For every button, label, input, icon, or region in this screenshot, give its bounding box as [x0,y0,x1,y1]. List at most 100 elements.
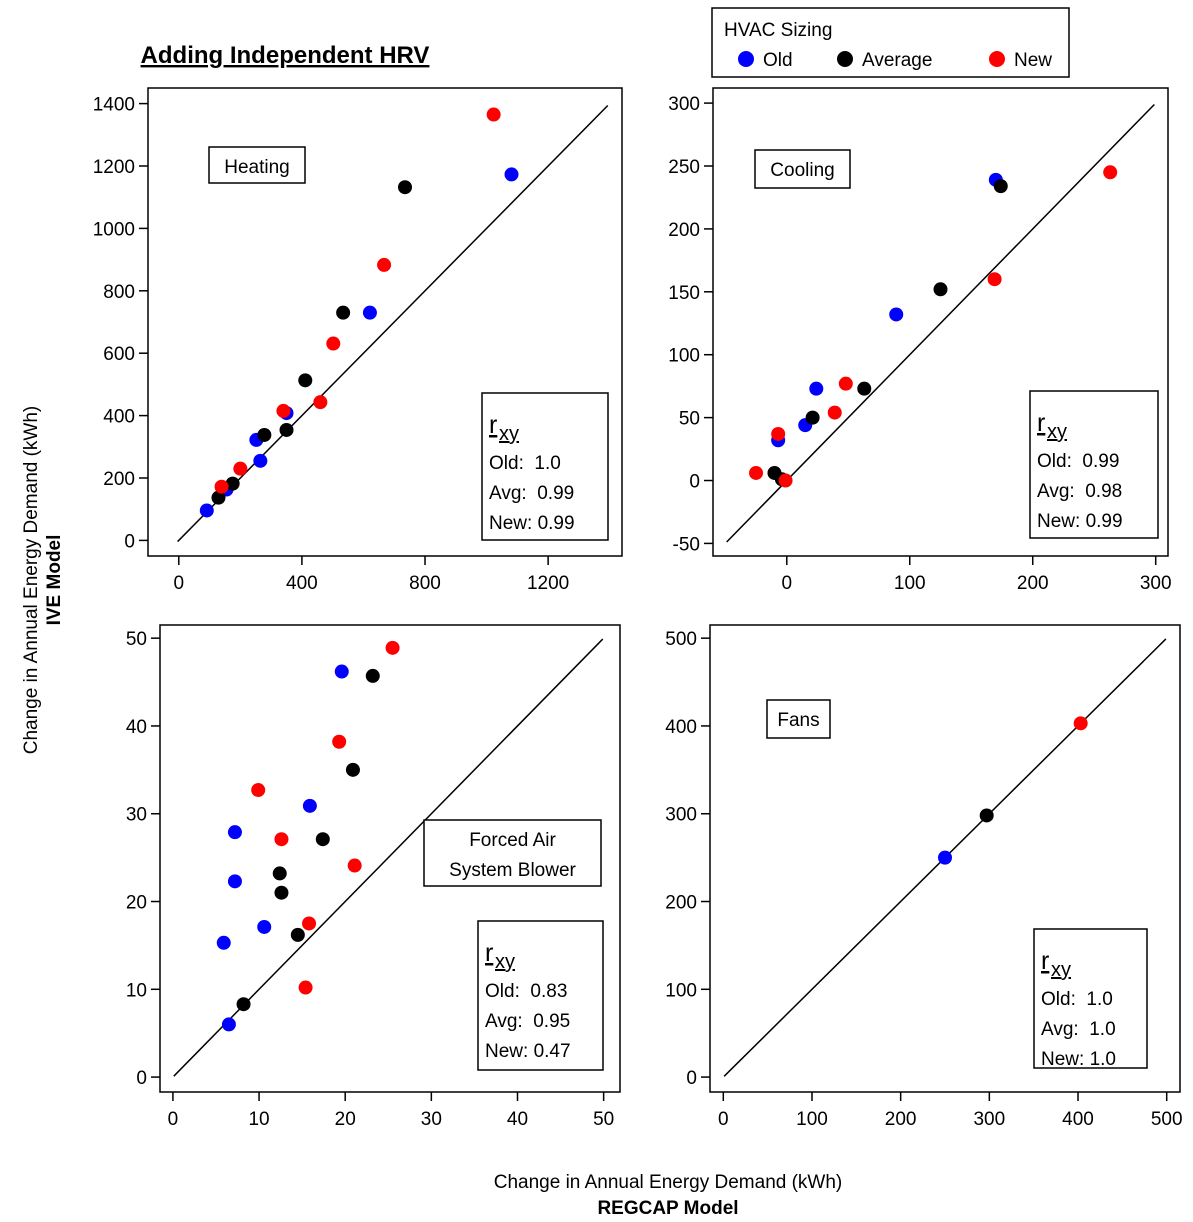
stats-line: New: 1.0 [1041,1049,1116,1070]
point [334,664,349,679]
x-tick-label: 20 [335,1109,356,1130]
x-tick-label: 0 [718,1109,729,1130]
point [257,919,272,934]
point [778,473,793,488]
x-tick-label: 800 [409,573,441,594]
point [302,916,317,931]
point [298,373,313,388]
point [211,490,226,505]
y-tick-label: 100 [665,980,697,1001]
point [398,180,413,195]
stats-line: Old: 1.0 [1041,989,1113,1010]
y-tick-label: 1200 [93,157,135,178]
stats-symbol: r [489,411,497,439]
stats-line: Old: 1.0 [489,453,561,474]
stats-box [481,392,609,541]
point [1073,716,1088,731]
point [298,980,313,995]
stats-line: Old: 0.99 [1037,451,1119,472]
y-tick-label: 0 [124,531,135,552]
panel-label: System Blower [449,860,576,881]
point [315,832,330,847]
y-tick-label: 200 [103,469,135,490]
point [257,427,272,442]
point [809,381,824,396]
y-tick-label: 400 [665,717,697,738]
point [827,405,842,420]
y-tick-label: 0 [136,1068,147,1089]
x-tick-label: 400 [286,573,318,594]
y-tick-label: 0 [686,1068,697,1089]
point [214,479,229,494]
point [221,1017,236,1032]
x-axis-label: REGCAP Model [597,1198,738,1219]
y-tick-label: 800 [103,282,135,303]
stats-line: Old: 0.83 [485,981,567,1002]
stats-line: New: 0.99 [489,513,575,534]
point [1103,165,1118,180]
stats-subscript: xy [1047,421,1067,443]
legend-label: New [1014,50,1052,71]
point [251,783,266,798]
panel-label-box [766,699,831,739]
legend-label: Old [763,50,793,71]
y-tick-label: 20 [126,893,147,914]
point [236,997,251,1012]
point [857,381,872,396]
stats-symbol: r [485,939,493,967]
y-tick-label: 40 [126,717,147,738]
y-tick-label: 250 [668,157,700,178]
panel-label: Heating [224,157,290,178]
y-tick-label: 200 [668,220,700,241]
stats-box [1033,928,1148,1069]
identity-line [177,105,609,543]
point [933,282,948,297]
y-tick-label: 400 [103,407,135,428]
y-tick-label: 50 [126,629,147,650]
x-tick-label: 0 [168,1109,179,1130]
y-tick-label: 300 [665,805,697,826]
x-tick-label: 100 [796,1109,828,1130]
panel-label-box [423,819,602,887]
y-axis-label: Change in Annual Energy Demand (kWh) [21,406,42,755]
panel-label-box [754,149,851,189]
point [227,874,242,889]
stats-line: Avg: 0.98 [1037,481,1122,502]
legend-title: HVAC Sizing [724,20,832,41]
point [486,107,501,122]
point [365,668,380,683]
stats-subscript: xy [499,423,519,445]
plot-frame [159,624,621,1093]
x-tick-label: 300 [1140,573,1172,594]
point [216,935,231,950]
y-axis-label: IVE Model [44,535,65,626]
y-tick-label: 300 [668,94,700,115]
y-tick-label: 100 [668,346,700,367]
legend-marker [738,51,754,67]
y-tick-label: 600 [103,344,135,365]
point [889,307,904,322]
point [377,257,392,272]
point [279,422,294,437]
stats-symbol: r [1041,947,1049,975]
point [225,476,240,491]
point [302,798,317,813]
point [362,305,377,320]
x-tick-label: 50 [593,1109,614,1130]
y-tick-label: 200 [665,893,697,914]
point [385,640,400,655]
point [313,395,328,410]
point [993,179,1008,194]
point [938,850,952,865]
y-tick-label: -50 [673,534,700,555]
point [290,927,305,942]
y-tick-label: 150 [668,283,700,304]
point [274,885,289,900]
point [199,503,214,518]
y-tick-label: 1400 [93,95,135,116]
y-tick-label: 50 [679,409,700,430]
x-tick-label: 0 [781,573,792,594]
x-tick-label: 500 [1151,1109,1183,1130]
